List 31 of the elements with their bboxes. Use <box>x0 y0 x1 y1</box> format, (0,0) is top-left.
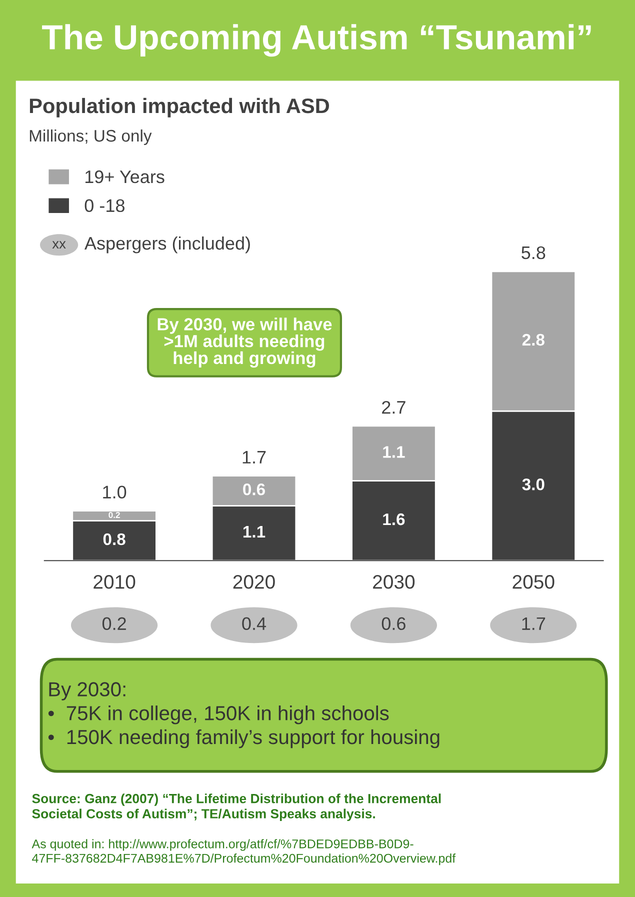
text: xx <box>52 241 66 248</box>
chart-title: The Upcoming Autism “Tsunami” <box>42 24 591 57</box>
legend-label: 19+ Years <box>85 170 164 184</box>
data-label: 1.1 <box>243 526 266 538</box>
total-label: 2.7 <box>382 400 406 414</box>
data-label: 0.6 <box>243 483 265 496</box>
text: Millions; US only <box>30 129 152 146</box>
text: Aspergers (included) <box>84 236 250 254</box>
total-label: 5.8 <box>522 246 546 260</box>
text: As quoted in: http://www.profectum.org/atf/cf/%7BDED9EDBB-B0D9- 47FF-837682D4F7AB981E%7D/Profectum%20Foundation%20Overview.pdf <box>32 839 456 866</box>
data-label: 1.1 <box>383 446 405 458</box>
data-label: 0.8 <box>103 533 126 546</box>
x-tick-label: 2030 <box>373 575 415 589</box>
text: 0.6 <box>382 617 406 630</box>
data-label: 2.8 <box>522 334 544 346</box>
data-label: 3.0 <box>522 478 544 490</box>
x-tick-label: 2050 <box>512 575 554 589</box>
total-label: 1.0 <box>103 486 126 499</box>
annotation: By 2030, we will have >1M adults needing help and growing <box>158 318 332 368</box>
x-tick-label: 2010 <box>94 575 136 589</box>
text: 0.2 <box>102 617 126 630</box>
text: 1.7 <box>522 617 546 630</box>
total-label: 1.7 <box>242 451 266 464</box>
x-tick-label: 2020 <box>233 575 275 589</box>
text: By 2030: • 75K in college, 150K in high schools • 150K needing family’s support for housing <box>48 682 440 748</box>
data-label: 1.6 <box>383 513 405 526</box>
text: 0.4 <box>242 617 266 630</box>
source-note: Source: Ganz (2007) “The Lifetime Distribution of the Incremental Societal Costs of Autism”; TE/Autism Speaks analysis. <box>32 794 441 822</box>
data-label: 0.2 <box>108 512 120 518</box>
legend-label: 0 -18 <box>84 199 124 212</box>
chart-subtitle: Population impacted with ASD <box>30 98 330 118</box>
